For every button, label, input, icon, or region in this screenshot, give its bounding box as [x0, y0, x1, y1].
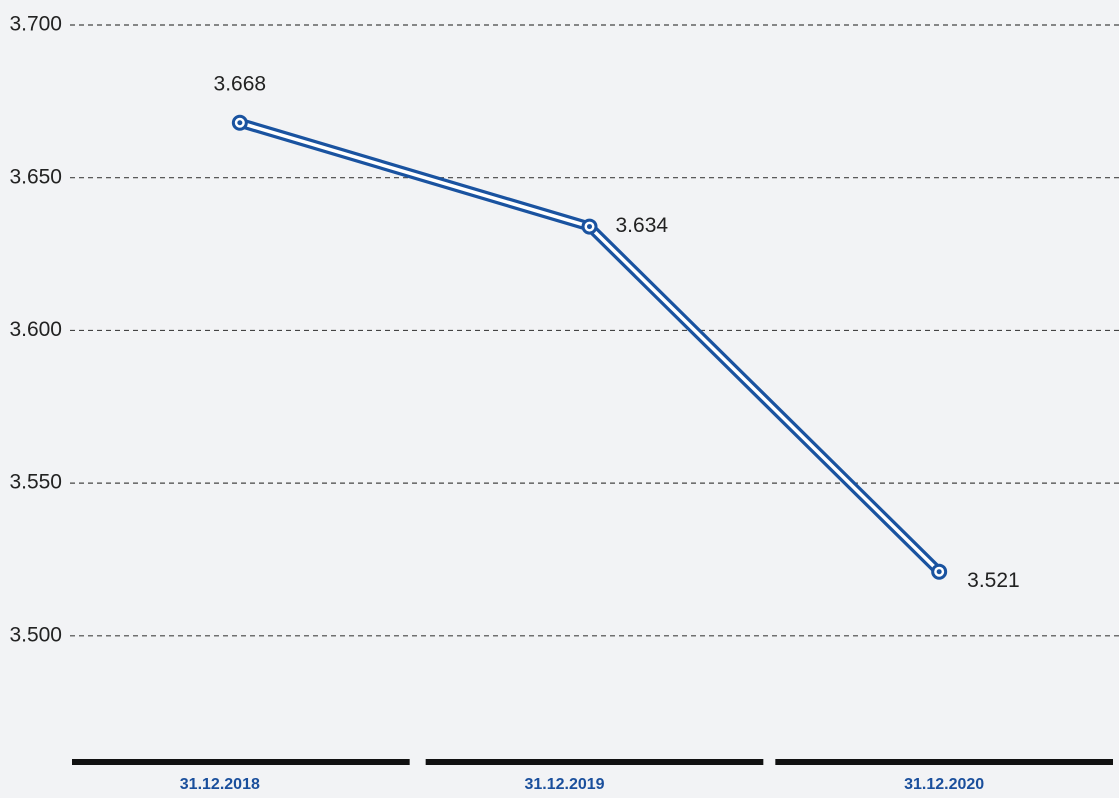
y-tick-label: 3.700 — [9, 13, 62, 36]
line-inner — [239, 121, 941, 573]
x-tick-label: 31.12.2018 — [180, 776, 260, 793]
x-tick-label: 31.12.2019 — [524, 776, 604, 793]
y-tick-label: 3.550 — [9, 471, 62, 494]
point-dot — [936, 569, 942, 575]
x-tick-label: 31.12.2020 — [904, 776, 984, 793]
axis-segment — [72, 759, 410, 765]
y-tick-label: 3.650 — [9, 165, 62, 188]
y-tick-label: 3.500 — [9, 623, 62, 646]
value-label: 3.668 — [214, 72, 267, 95]
y-tick-label: 3.600 — [9, 318, 62, 341]
point-dot — [587, 224, 592, 230]
line — [238, 117, 943, 576]
axis-segment — [775, 759, 1113, 765]
axis-segment — [425, 759, 764, 765]
point-dot — [237, 120, 243, 126]
value-label: 3.521 — [967, 569, 1020, 592]
value-label: 3.634 — [616, 214, 669, 237]
